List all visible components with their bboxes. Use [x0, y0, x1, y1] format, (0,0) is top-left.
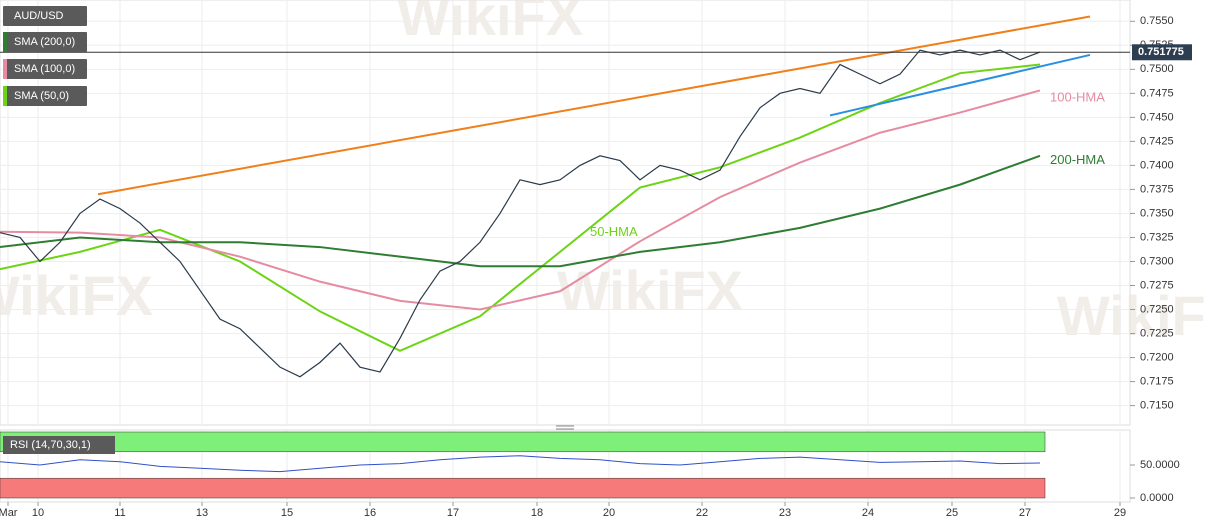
price-panel — [0, 0, 1131, 426]
legend-box — [3, 59, 87, 79]
y-tick-label: 0.7150 — [1140, 399, 1174, 411]
y-tick-label: 0.7225 — [1140, 327, 1174, 339]
watermark: WikiFX — [557, 259, 743, 322]
x-tick-label: 15 — [281, 507, 293, 519]
x-tick-label: 22 — [696, 507, 708, 519]
rsi-y-tick-label: 50.0000 — [1140, 459, 1180, 471]
y-tick-label: 0.7200 — [1140, 351, 1174, 363]
x-tick-label: 24 — [862, 507, 874, 519]
y-tick-label: 0.7300 — [1140, 255, 1174, 267]
legend-label: SMA (50,0) — [14, 90, 69, 102]
rsi-line — [0, 455, 1041, 473]
x-tick-label: 23 — [779, 507, 791, 519]
hma-line — [0, 154, 1041, 268]
rsi-overbought-zone — [0, 431, 1046, 453]
y-tick-label: 0.7175 — [1140, 375, 1174, 387]
legend-box — [3, 86, 87, 106]
y-tick-label: 0.7500 — [1140, 63, 1174, 75]
hma-label: 200-HMA — [1050, 152, 1105, 167]
y-tick-label: 0.7400 — [1140, 159, 1174, 171]
legend-swatch — [3, 32, 7, 52]
hma-label: 100-HMA — [1050, 90, 1105, 105]
y-tick-label: 0.7425 — [1140, 135, 1174, 147]
watermark: WikiFX — [0, 264, 153, 327]
x-tick-label: 10 — [32, 507, 44, 519]
x-tick-label: 17 — [447, 507, 459, 519]
current-price-box — [1132, 44, 1192, 61]
y-tick-label: 0.7475 — [1140, 87, 1174, 99]
x-tick-label: 25 — [946, 507, 958, 519]
trend-line — [97, 15, 1091, 196]
x-tick-label: 20 — [603, 507, 615, 519]
legend-label: AUD/USD — [14, 10, 64, 22]
legend-label: SMA (100,0) — [14, 63, 75, 75]
hma-label: 50-HMA — [590, 224, 638, 239]
x-tick-label: 18 — [531, 507, 543, 519]
y-tick-label: 0.7450 — [1140, 111, 1174, 123]
legend-box — [3, 32, 87, 52]
x-tick-label: 11 — [114, 507, 125, 519]
y-tick-label: 0.7350 — [1140, 207, 1174, 219]
rsi-label-box — [3, 436, 115, 454]
legend-swatch — [3, 86, 7, 106]
current-price-label: 0.751775 — [1138, 46, 1184, 58]
y-tick-label: 0.7275 — [1140, 279, 1174, 291]
watermark: WikiFX — [397, 0, 583, 47]
y-tick-label: 0.7375 — [1140, 183, 1174, 195]
hma-line — [0, 89, 1041, 311]
legend-box — [3, 6, 87, 26]
hma-line — [0, 63, 1041, 352]
legend-label: SMA (200,0) — [14, 36, 75, 48]
y-tick-label: 0.7550 — [1140, 15, 1174, 27]
x-tick-label: Mar — [0, 507, 18, 519]
x-tick-label: 29 — [1114, 507, 1126, 519]
y-tick-label: 0.7325 — [1140, 231, 1174, 243]
y-tick-label: 0.7250 — [1140, 303, 1174, 315]
rsi-y-tick-label: 0.0000 — [1140, 492, 1174, 504]
x-tick-label: 27 — [1019, 507, 1031, 519]
trend-line — [829, 53, 1091, 117]
watermark: WikiFX — [1057, 284, 1207, 347]
rsi-oversold-zone — [0, 477, 1046, 499]
rsi-label: RSI (14,70,30,1) — [10, 439, 91, 451]
x-tick-label: 16 — [364, 507, 376, 519]
legend-swatch — [3, 59, 7, 79]
price-line — [0, 49, 1041, 378]
x-tick-label: 13 — [196, 507, 208, 519]
